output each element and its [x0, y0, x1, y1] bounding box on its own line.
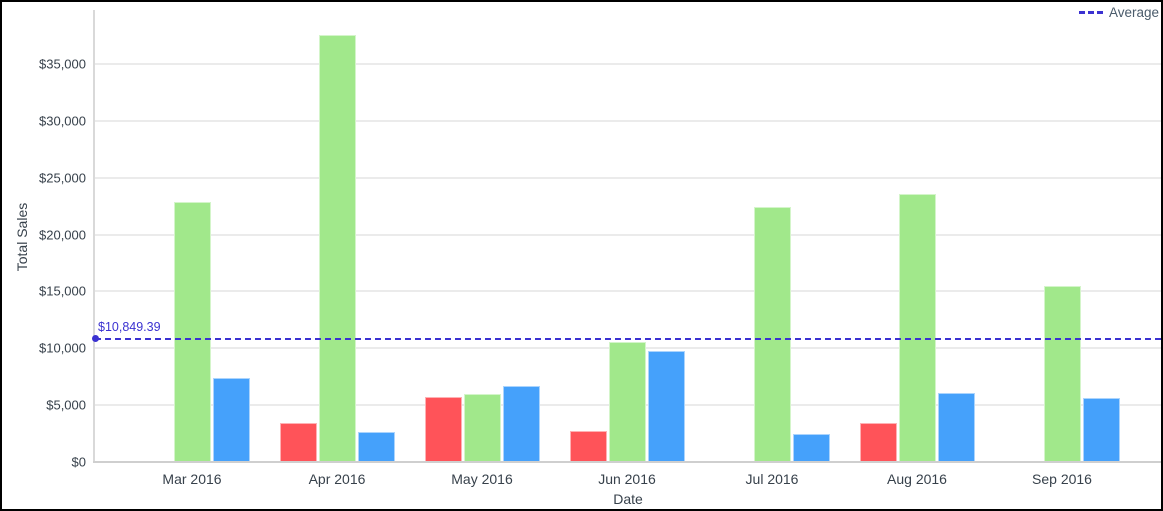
x-tick-label-sep-2016: Sep 2016	[1032, 471, 1092, 487]
bar-series-blue-mar-2016[interactable]	[213, 378, 250, 462]
x-tick-label-aug-2016: Aug 2016	[887, 471, 947, 487]
x-tick-label-jun-2016: Jun 2016	[598, 471, 656, 487]
average-line-legend-swatch	[1078, 11, 1103, 14]
y-tick-label-$35,000: $35,000	[39, 56, 86, 72]
legend-item-average[interactable]: Average	[1078, 5, 1159, 20]
bar-series-green-aug-2016[interactable]	[899, 194, 936, 462]
bar-series-blue-jul-2016[interactable]	[793, 434, 830, 462]
gridline-$30,000	[93, 119, 1161, 122]
y-axis-title: Total Sales	[14, 202, 30, 272]
gridline-$20,000	[93, 233, 1161, 236]
y-tick-label-$30,000: $30,000	[39, 113, 86, 129]
bar-series-red-aug-2016[interactable]	[860, 423, 897, 462]
y-tick-label-$25,000: $25,000	[39, 170, 86, 186]
y-tick-label-$20,000: $20,000	[39, 227, 86, 243]
bar-series-green-mar-2016[interactable]	[174, 202, 211, 462]
y-tick-label-$5,000: $5,000	[46, 397, 86, 413]
average-value-label: $10,849.39	[98, 319, 161, 334]
legend-label: Average	[1108, 5, 1159, 20]
x-axis-line	[93, 461, 1161, 463]
bar-series-blue-may-2016[interactable]	[503, 386, 540, 462]
bar-series-blue-apr-2016[interactable]	[358, 432, 395, 462]
average-line	[95, 337, 1161, 340]
x-axis-title: Date	[613, 491, 643, 507]
bar-series-red-apr-2016[interactable]	[280, 423, 317, 462]
bar-series-blue-jun-2016[interactable]	[648, 351, 685, 462]
y-tick-label-$15,000: $15,000	[39, 283, 86, 299]
bar-series-green-jul-2016[interactable]	[754, 207, 791, 462]
y-tick-label-$10,000: $10,000	[39, 340, 86, 356]
bar-series-blue-sep-2016[interactable]	[1083, 398, 1120, 462]
x-tick-label-may-2016: May 2016	[451, 471, 513, 487]
gridline-$35,000	[93, 63, 1161, 65]
bar-series-green-sep-2016[interactable]	[1044, 286, 1081, 462]
gridline-$15,000	[93, 290, 1161, 293]
bar-series-red-jun-2016[interactable]	[570, 431, 607, 462]
y-axis-line	[93, 10, 95, 462]
bar-series-green-jun-2016[interactable]	[609, 342, 646, 462]
bar-series-green-may-2016[interactable]	[464, 394, 501, 462]
x-tick-label-mar-2016: Mar 2016	[162, 471, 222, 487]
x-tick-label-apr-2016: Apr 2016	[308, 471, 366, 487]
bar-series-red-may-2016[interactable]	[425, 397, 462, 462]
x-tick-label-jul-2016: Jul 2016	[745, 471, 799, 487]
average-line-start-dot	[92, 335, 99, 343]
y-tick-label-$0: $0	[71, 454, 86, 470]
gridline-$25,000	[93, 176, 1161, 179]
bar-series-blue-aug-2016[interactable]	[938, 393, 975, 462]
bar-series-green-apr-2016[interactable]	[319, 35, 356, 462]
